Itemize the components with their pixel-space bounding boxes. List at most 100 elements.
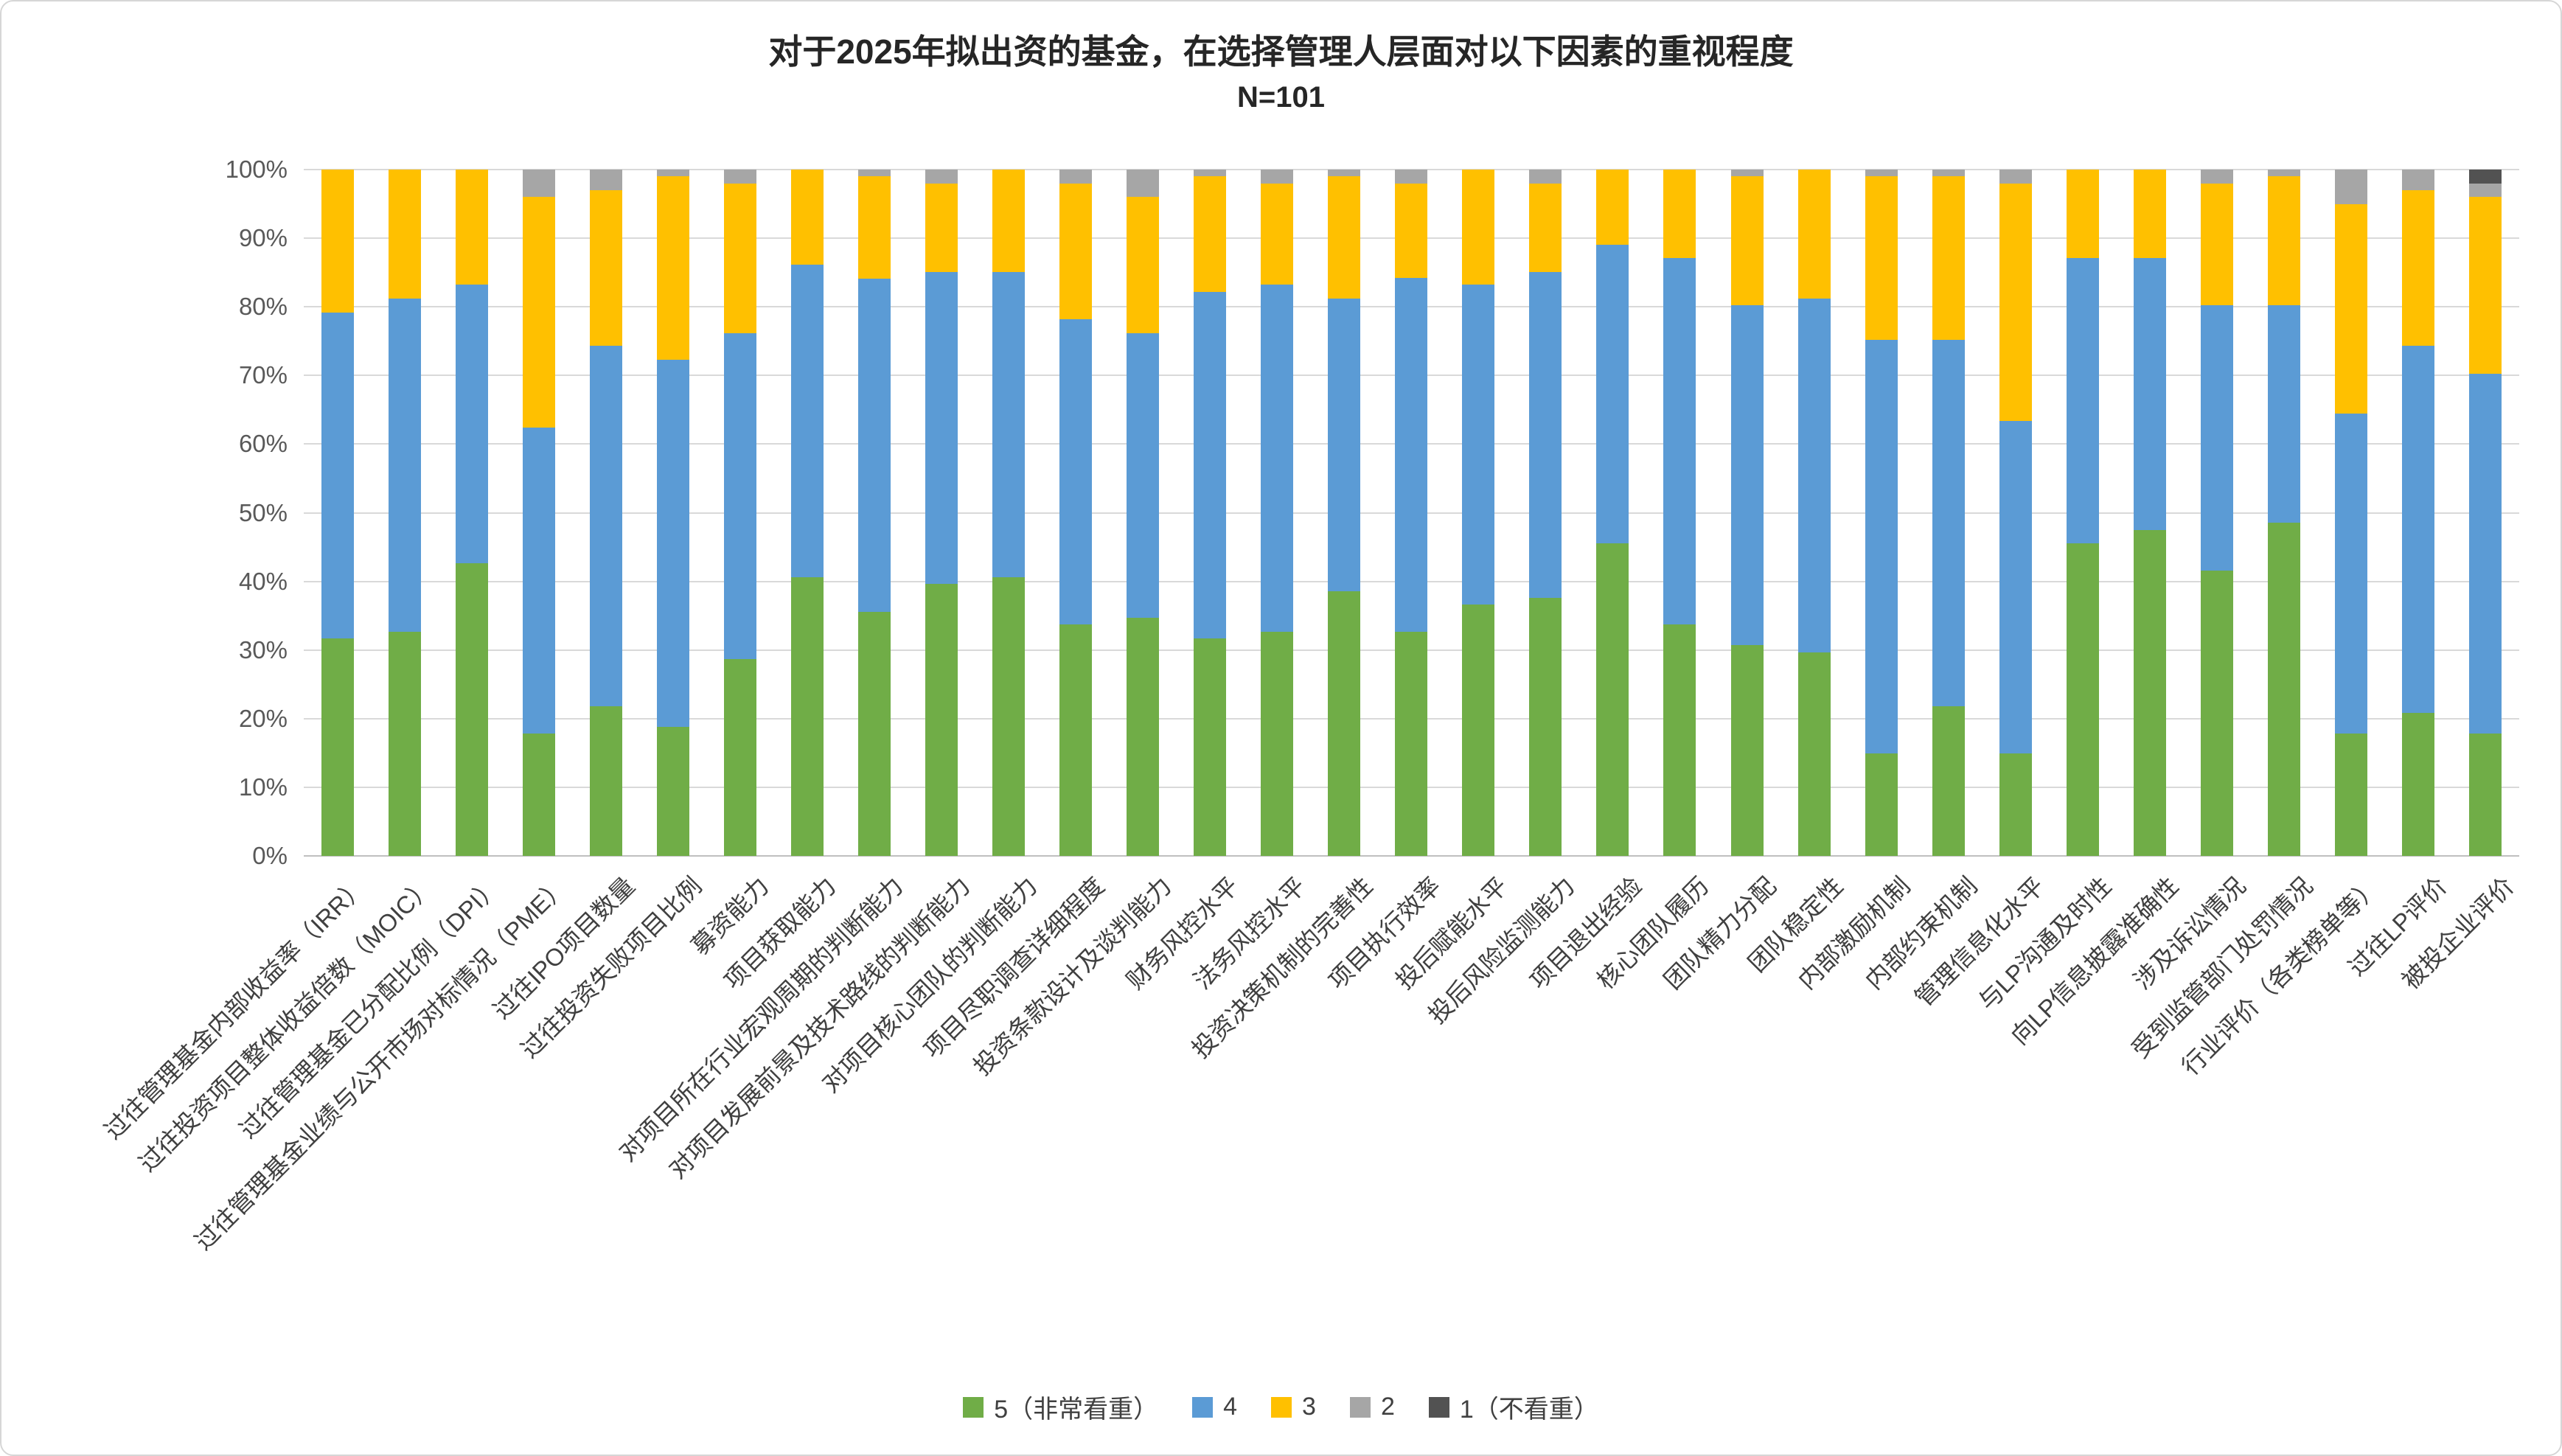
bar — [2334, 170, 2367, 856]
y-axis-label: 10% — [238, 773, 288, 801]
bar-segment — [2200, 170, 2233, 184]
bar — [1932, 170, 1965, 856]
x-axis-label: 过往管理基金已分配比例（DPI） — [234, 871, 506, 1144]
bar-segment — [1596, 543, 1629, 856]
bar — [522, 170, 555, 856]
bar-segment — [2066, 170, 2099, 259]
bar-segment — [1663, 624, 1696, 856]
bar-segment — [1127, 170, 1160, 198]
legend-label: 1（不看重） — [1459, 1396, 1599, 1424]
bar-segment — [857, 279, 891, 612]
bar-segment — [1127, 197, 1160, 333]
y-axis-label: 20% — [238, 704, 288, 732]
bar-segment — [656, 359, 689, 727]
bar-segment — [1462, 285, 1495, 605]
bar-segment — [1730, 176, 1764, 306]
bar — [1395, 170, 1428, 856]
bar-segment — [589, 706, 622, 856]
bar — [857, 170, 891, 856]
bar-segment — [1797, 170, 1831, 299]
legend-item: 2 — [1349, 1393, 1395, 1421]
bar — [1462, 170, 1495, 856]
bar — [2401, 170, 2434, 856]
y-axis-label: 70% — [238, 361, 288, 389]
bar-segment — [790, 170, 824, 265]
bar-segment — [925, 584, 958, 856]
gridline — [304, 855, 2519, 857]
bar-segment — [1395, 631, 1428, 856]
bar-segment — [925, 183, 958, 272]
bar — [1865, 170, 1898, 856]
bar-segment — [2401, 713, 2434, 856]
bar-segment — [1932, 706, 1965, 856]
bar — [321, 170, 354, 856]
bar-segment — [1328, 176, 1361, 299]
legend: 5（非常看重） 4 3 2 1（不看重） — [1, 1389, 2561, 1425]
bar-segment — [857, 611, 891, 856]
bar-segment — [2401, 346, 2434, 714]
bar-segment — [455, 563, 488, 856]
bar-segment — [1999, 170, 2032, 184]
bar-segment — [1127, 332, 1160, 618]
bar-segment — [1730, 170, 1764, 177]
bar-segment — [925, 170, 958, 184]
bar-segment — [1932, 339, 1965, 707]
bar-segment — [1395, 183, 1428, 279]
y-axis-label: 80% — [238, 293, 288, 321]
bar-segment — [321, 638, 354, 856]
bar — [1328, 170, 1361, 856]
bar-segment — [2133, 529, 2166, 856]
bar-segment — [1462, 170, 1495, 285]
bar — [1059, 170, 1093, 856]
bar — [1596, 170, 1629, 856]
bar-segment — [1999, 183, 2032, 421]
bar-segment — [2469, 183, 2502, 198]
bar-segment — [723, 183, 756, 333]
bar-segment — [2469, 734, 2502, 856]
bar-segment — [1730, 645, 1764, 856]
bar-segment — [656, 170, 689, 177]
bar-segment — [992, 577, 1025, 856]
bar — [925, 170, 958, 856]
legend-label: 4 — [1223, 1393, 1238, 1421]
bar-segment — [2200, 305, 2233, 571]
bar-segment — [1194, 291, 1227, 638]
bar-segment — [1261, 285, 1294, 632]
bar — [1529, 170, 1562, 856]
bar — [1127, 170, 1160, 856]
legend-item: 3 — [1271, 1393, 1316, 1421]
bar-segment — [455, 170, 488, 285]
bar-segment — [1261, 631, 1294, 856]
bar-segment — [1059, 170, 1093, 184]
bar-segment — [522, 734, 555, 856]
bar-segment — [1865, 170, 1898, 177]
bar — [2200, 170, 2233, 856]
bar-segment — [522, 197, 555, 428]
bar — [2267, 170, 2300, 856]
bar-segment — [321, 312, 354, 638]
bar-segment — [1663, 170, 1696, 259]
bar-segment — [857, 176, 891, 279]
bar-segment — [1328, 170, 1361, 177]
bar-segment — [1529, 597, 1562, 856]
y-axis-label: 40% — [238, 567, 288, 595]
bar-segment — [992, 271, 1025, 578]
bar — [1999, 170, 2032, 856]
bar-segment — [1194, 176, 1227, 292]
bar — [656, 170, 689, 856]
bar-segment — [925, 271, 958, 585]
y-axis-label: 60% — [238, 430, 288, 458]
bar-segment — [1932, 170, 1965, 177]
bar-segment — [656, 726, 689, 856]
chart-subtitle: N=101 — [1237, 81, 1325, 114]
bar-segment — [388, 170, 421, 299]
bar — [1663, 170, 1696, 856]
bar-segment — [1059, 318, 1093, 625]
bar-segment — [1529, 271, 1562, 598]
bar-segment — [1059, 183, 1093, 319]
x-axis: 过往管理基金内部收益率（IRR） 过往投资项目整体收益倍数（MOIC） 过往管理基金… — [99, 856, 2520, 1387]
legend-swatch — [963, 1396, 984, 1418]
bar-segment — [1865, 753, 1898, 856]
bar-segment — [2469, 170, 2502, 184]
bar-segment — [1395, 278, 1428, 632]
